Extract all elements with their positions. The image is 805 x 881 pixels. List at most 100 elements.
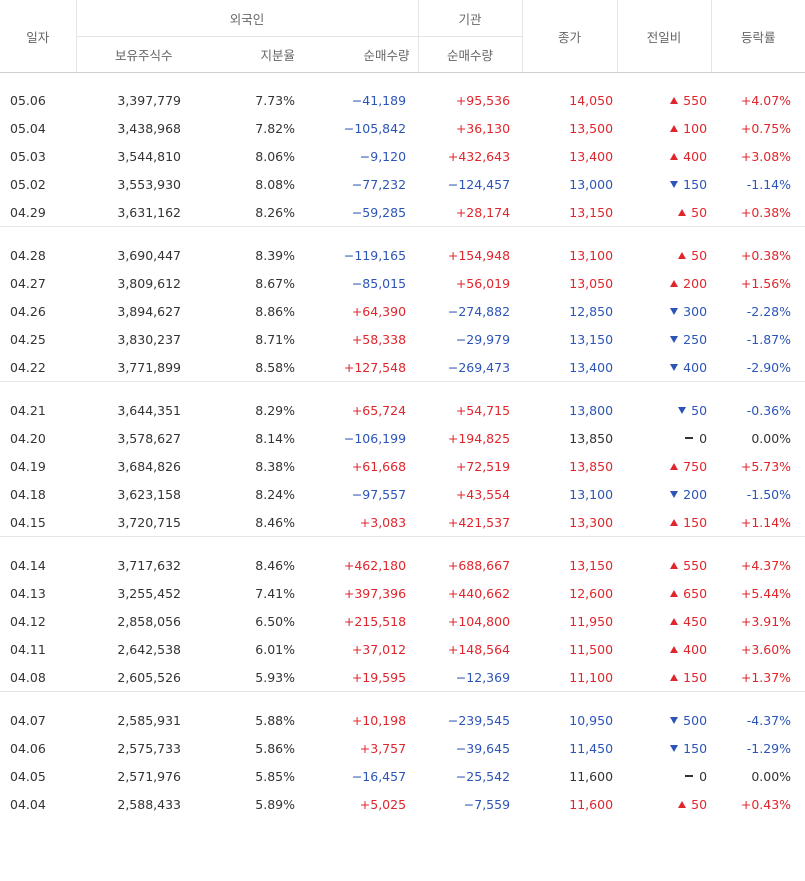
group-separator bbox=[0, 691, 805, 706]
foreign-net-cell: −41,189 bbox=[351, 92, 407, 108]
change-value: 150 bbox=[683, 740, 708, 756]
close-price-cell: 13,000 bbox=[569, 176, 614, 192]
header-change-rate: 등락률 bbox=[710, 0, 805, 73]
foreign-ratio-cell: 7.41% bbox=[255, 585, 295, 601]
institution-net-cell: −12,369 bbox=[455, 669, 511, 685]
institution-net-cell: −7,559 bbox=[463, 796, 511, 812]
foreign-ratio-cell: 8.46% bbox=[255, 557, 295, 573]
change-rate-cell: 0.00% bbox=[751, 768, 792, 784]
foreign-ratio-cell: 7.82% bbox=[255, 120, 295, 136]
change-rate-cell: +1.56% bbox=[740, 275, 792, 291]
change-cell: 200 bbox=[617, 269, 711, 297]
change-value: 400 bbox=[683, 148, 708, 164]
foreign-net-cell: −9,120 bbox=[359, 148, 407, 164]
triangle-down-icon bbox=[670, 490, 679, 498]
institution-net-cell: −269,473 bbox=[447, 359, 511, 375]
change-cell: 550 bbox=[617, 86, 711, 114]
foreign-holdings-cell: 3,553,930 bbox=[117, 176, 181, 192]
change-rate-cell: +0.75% bbox=[740, 120, 792, 136]
spacer-cell bbox=[0, 691, 805, 706]
triangle-up-icon bbox=[670, 462, 679, 470]
table-row: 04.04 2,588,433 5.89% +5,025 −7,559 11,600 50 +… bbox=[0, 790, 805, 818]
header-institution-net: 순매수량 bbox=[417, 36, 523, 73]
table-row: 04.20 3,578,627 8.14% −106,199 +194,825 13,85… bbox=[0, 424, 805, 452]
foreign-ratio-cell: 8.29% bbox=[255, 402, 295, 418]
change-value: 400 bbox=[683, 359, 708, 375]
triangle-down-icon bbox=[670, 716, 679, 724]
table-row: 05.02 3,553,930 8.08% −77,232 −124,457 13,000… bbox=[0, 170, 805, 198]
date-cell: 04.28 bbox=[10, 247, 46, 263]
foreign-ratio-cell: 8.86% bbox=[255, 303, 295, 319]
table-row: 04.11 2,642,538 6.01% +37,012 +148,564 11,500… bbox=[0, 635, 805, 663]
change-rate-cell: +1.14% bbox=[740, 514, 792, 530]
triangle-up-icon bbox=[670, 518, 679, 526]
close-price-cell: 11,450 bbox=[569, 740, 614, 756]
foreign-net-cell: +462,180 bbox=[343, 557, 407, 573]
close-price-cell: 13,100 bbox=[569, 486, 614, 502]
change-cell: 450 bbox=[617, 607, 711, 635]
change-cell: 150 bbox=[617, 170, 711, 198]
header-change: 전일비 bbox=[616, 0, 712, 73]
institution-net-cell: +36,130 bbox=[455, 120, 511, 136]
change-value: 100 bbox=[683, 120, 708, 136]
date-cell: 04.21 bbox=[10, 402, 46, 418]
table-row: 04.06 2,575,733 5.86% +3,757 −39,645 11,450 15… bbox=[0, 734, 805, 762]
date-cell: 04.27 bbox=[10, 275, 46, 291]
foreign-net-cell: −16,457 bbox=[351, 768, 407, 784]
group-separator bbox=[0, 536, 805, 551]
institution-net-cell: −39,645 bbox=[455, 740, 511, 756]
table-row: 04.21 3,644,351 8.29% +65,724 +54,715 13,800 5… bbox=[0, 396, 805, 424]
date-cell: 04.12 bbox=[10, 613, 46, 629]
header-foreign-holdings: 보유주식수 bbox=[75, 36, 189, 73]
change-value: 50 bbox=[691, 204, 708, 220]
change-cell: 50 bbox=[617, 198, 711, 227]
change-rate-cell: +3.91% bbox=[740, 613, 792, 629]
foreign-holdings-cell: 2,575,733 bbox=[117, 740, 181, 756]
close-price-cell: 11,100 bbox=[569, 669, 614, 685]
close-price-cell: 13,100 bbox=[569, 247, 614, 263]
institution-net-cell: −274,882 bbox=[447, 303, 511, 319]
triangle-up-icon bbox=[678, 800, 687, 808]
foreign-holdings-cell: 2,571,976 bbox=[117, 768, 181, 784]
change-cell: 300 bbox=[617, 297, 711, 325]
foreign-net-cell: +215,518 bbox=[343, 613, 407, 629]
change-rate-cell: -2.90% bbox=[746, 359, 792, 375]
foreign-holdings-cell: 3,644,351 bbox=[117, 402, 181, 418]
change-cell: 0 bbox=[617, 424, 711, 452]
change-value: 300 bbox=[683, 303, 708, 319]
foreign-net-cell: +397,396 bbox=[343, 585, 407, 601]
change-cell: 50 bbox=[617, 396, 711, 424]
institution-net-cell: +72,519 bbox=[455, 458, 511, 474]
group-separator bbox=[0, 381, 805, 396]
date-cell: 05.06 bbox=[10, 92, 46, 108]
foreign-net-cell: +19,595 bbox=[351, 669, 407, 685]
change-rate-cell: -1.29% bbox=[746, 740, 792, 756]
change-rate-cell: +5.44% bbox=[740, 585, 792, 601]
change-rate-cell: -1.87% bbox=[746, 331, 792, 347]
change-value: 550 bbox=[683, 92, 708, 108]
foreign-holdings-cell: 3,809,612 bbox=[117, 275, 181, 291]
foreign-holdings-cell: 2,642,538 bbox=[117, 641, 181, 657]
change-cell: 100 bbox=[617, 114, 711, 142]
date-cell: 04.20 bbox=[10, 430, 46, 446]
close-price-cell: 13,050 bbox=[569, 275, 614, 291]
top-spacer bbox=[0, 73, 805, 87]
foreign-ratio-cell: 8.14% bbox=[255, 430, 295, 446]
table-row: 04.14 3,717,632 8.46% +462,180 +688,667 13,15… bbox=[0, 551, 805, 579]
foreign-holdings-cell: 3,255,452 bbox=[117, 585, 181, 601]
change-cell: 500 bbox=[617, 706, 711, 734]
foreign-ratio-cell: 8.08% bbox=[255, 176, 295, 192]
close-price-cell: 13,150 bbox=[569, 331, 614, 347]
foreign-holdings-cell: 3,631,162 bbox=[117, 204, 181, 220]
close-price-cell: 13,400 bbox=[569, 148, 614, 164]
foreign-net-cell: +5,025 bbox=[359, 796, 407, 812]
date-cell: 04.26 bbox=[10, 303, 46, 319]
close-price-cell: 13,800 bbox=[569, 402, 614, 418]
institution-net-cell: +28,174 bbox=[455, 204, 511, 220]
change-rate-cell: -1.14% bbox=[746, 176, 792, 192]
change-rate-cell: -4.37% bbox=[746, 712, 792, 728]
change-cell: 200 bbox=[617, 480, 711, 508]
institution-net-cell: −29,979 bbox=[455, 331, 511, 347]
triangle-up-icon bbox=[678, 251, 687, 259]
date-cell: 05.02 bbox=[10, 176, 46, 192]
